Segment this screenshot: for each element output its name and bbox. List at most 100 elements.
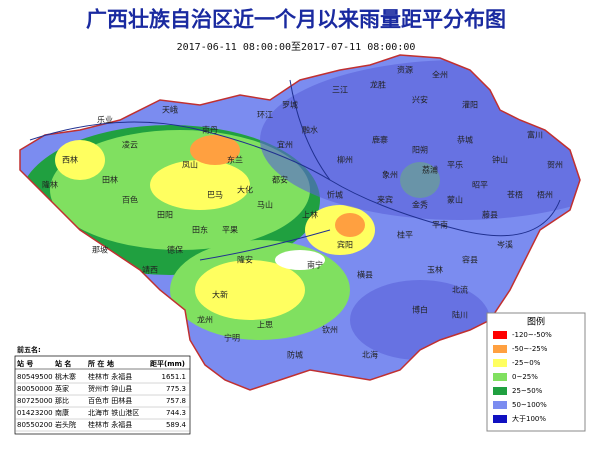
place: 藤县 [482, 210, 498, 220]
legend-label: 0~25% [512, 373, 538, 381]
place: 乐业 [97, 115, 113, 125]
legend-swatch [493, 345, 507, 353]
table-cell: 1651.1 [162, 373, 187, 381]
table-cell: 贺州市 钟山县 [88, 384, 132, 393]
table-cell: 775.3 [166, 385, 186, 393]
place: 钟山 [492, 155, 508, 165]
legend-label: 50~100% [512, 401, 547, 409]
place: 兴安 [412, 95, 428, 105]
place: 容县 [462, 255, 478, 265]
table-cell: 那比 [55, 396, 69, 405]
legend-label: -25~0% [512, 359, 541, 367]
legend: 图例 -120~-50% -50~-25% -25~0% 0~25% 25~50% 50~… [486, 312, 586, 432]
place: 龙州 [197, 315, 213, 325]
title: 广西壮族自治区近一个月以来雨量距平分布图 [86, 7, 506, 32]
table-cell: 南康 [55, 408, 69, 417]
place: 上思 [257, 321, 273, 330]
table-cell: 英家 [55, 384, 69, 393]
place: 岑溪 [497, 240, 513, 250]
table-header: 距平(mm) [150, 359, 185, 368]
place: 上林 [302, 210, 318, 220]
table-cell: 桂林市 永福县 [88, 420, 132, 429]
place: 全州 [432, 70, 448, 80]
place: 巴马 [207, 191, 223, 200]
place: 靖西 [142, 265, 158, 275]
place: 宾阳 [337, 240, 353, 250]
place: 来宾 [377, 195, 393, 205]
place: 富川 [527, 130, 543, 140]
place: 隆林 [42, 180, 58, 190]
legend-swatch [493, 373, 507, 381]
table-header: 所 在 地 [88, 359, 114, 368]
place: 田阳 [157, 211, 173, 220]
place-labels: 乐业 天峨 南丹 环江 融水 三江 龙胜 资源 全州 兴安 灌阳 恭城 阳朔 富… [42, 65, 563, 360]
place: 玉林 [427, 265, 443, 275]
table-header: 站 名 [55, 359, 71, 368]
place: 都安 [272, 175, 288, 185]
place: 田林 [102, 175, 118, 185]
place: 百色 [122, 195, 138, 205]
table-cell: 80550200 [17, 421, 53, 429]
table-cell: 80050000 [17, 385, 53, 393]
place: 北海 [362, 350, 378, 360]
place: 防城 [287, 350, 303, 360]
place: 昭平 [472, 181, 488, 190]
place: 梧州 [537, 190, 553, 200]
place: 三江 [332, 86, 348, 95]
place: 灌阳 [462, 100, 478, 110]
place: 北流 [452, 285, 468, 295]
table-cell: 757.8 [166, 397, 186, 405]
table-cell: 80725000 [17, 397, 53, 405]
place: 桂平 [397, 230, 413, 240]
place: 南宁 [307, 260, 323, 270]
subtitle: 2017-06-11 08:00:00至2017-07-11 08:00:00 [177, 41, 416, 53]
place: 大化 [237, 185, 253, 195]
legend-label: 25~50% [512, 387, 543, 395]
place: 平乐 [447, 160, 463, 170]
table-cell: 01423200 [17, 409, 53, 417]
place: 阳朔 [412, 145, 428, 155]
place: 龙胜 [370, 80, 386, 90]
place: 西林 [62, 155, 78, 165]
table-cell: 北海市 铁山港区 [88, 408, 139, 417]
place: 大新 [212, 290, 228, 300]
place: 苍梧 [507, 190, 523, 200]
place: 平南 [432, 220, 448, 230]
place: 金秀 [412, 200, 428, 210]
place: 宁明 [224, 333, 240, 343]
legend-label: 大于100% [512, 414, 546, 423]
place: 凤山 [182, 160, 198, 170]
legend-swatch [493, 415, 507, 423]
table-cell: 589.4 [166, 421, 187, 429]
table-cell: 百色市 田林县 [88, 396, 132, 405]
place: 钦州 [322, 325, 338, 335]
place: 南丹 [202, 125, 218, 135]
place: 德保 [167, 245, 183, 255]
place: 融水 [302, 125, 318, 135]
place: 平果 [222, 226, 238, 235]
place: 罗城 [282, 101, 298, 110]
legend-swatch [493, 359, 507, 367]
table-caption: 前五名: [17, 345, 41, 354]
table-cell: 744.3 [166, 409, 186, 417]
place: 鹿寨 [372, 135, 388, 145]
place: 隆安 [237, 255, 253, 265]
legend-swatch [493, 387, 507, 395]
place: 恭城 [457, 136, 473, 145]
place: 蒙山 [447, 195, 463, 205]
table-cell: 80549500 [17, 373, 53, 381]
table-cell: 桃木寨 [55, 372, 76, 381]
table-cell: 岩头院 [55, 420, 76, 429]
table-cell: 桂林市 永福县 [88, 372, 132, 381]
place: 忻城 [327, 190, 343, 200]
legend-swatch [493, 331, 507, 339]
place: 象州 [382, 170, 398, 180]
place: 陆川 [452, 310, 468, 320]
legend-label: -120~-50% [512, 331, 552, 339]
place: 田东 [192, 225, 208, 235]
place: 贺州 [547, 160, 563, 170]
place: 天峨 [162, 105, 178, 115]
place: 柳州 [337, 155, 353, 165]
legend-label: -50~-25% [512, 345, 548, 353]
